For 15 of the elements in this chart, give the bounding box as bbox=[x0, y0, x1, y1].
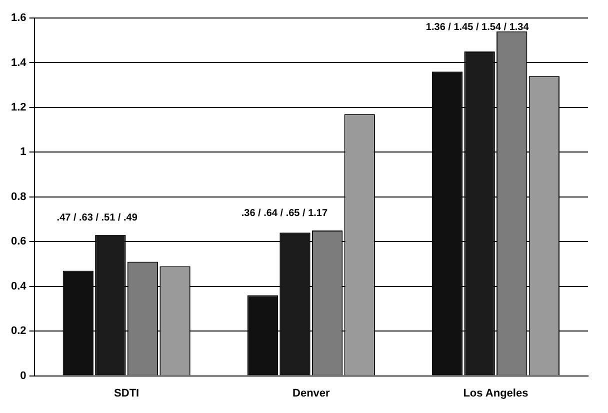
annotation: .47 / .63 / .51 / .49 bbox=[56, 212, 138, 224]
y-tick-label: 1.4 bbox=[10, 56, 28, 69]
y-tick-label: 0.2 bbox=[10, 325, 26, 338]
x-tick-label: SDTI bbox=[114, 387, 140, 400]
x-tick-label: Los Angeles bbox=[463, 387, 528, 400]
annotation: 1.36 / 1.45 / 1.54 / 1.34 bbox=[426, 22, 530, 33]
y-tick-label: 1.2 bbox=[10, 101, 26, 114]
y-tick-label: 1 bbox=[20, 146, 26, 158]
y-tick-label: 0.8 bbox=[10, 190, 26, 203]
y-tick-label: 0 bbox=[20, 370, 26, 382]
y-tick-label: 0.4 bbox=[10, 280, 28, 292]
annotation: .36 / .64 / .65 / 1.17 bbox=[241, 208, 328, 220]
y-tick-label: 0.6 bbox=[10, 236, 26, 248]
x-tick-label: Denver bbox=[292, 387, 331, 400]
y-tick-label: 1.6 bbox=[10, 12, 26, 24]
